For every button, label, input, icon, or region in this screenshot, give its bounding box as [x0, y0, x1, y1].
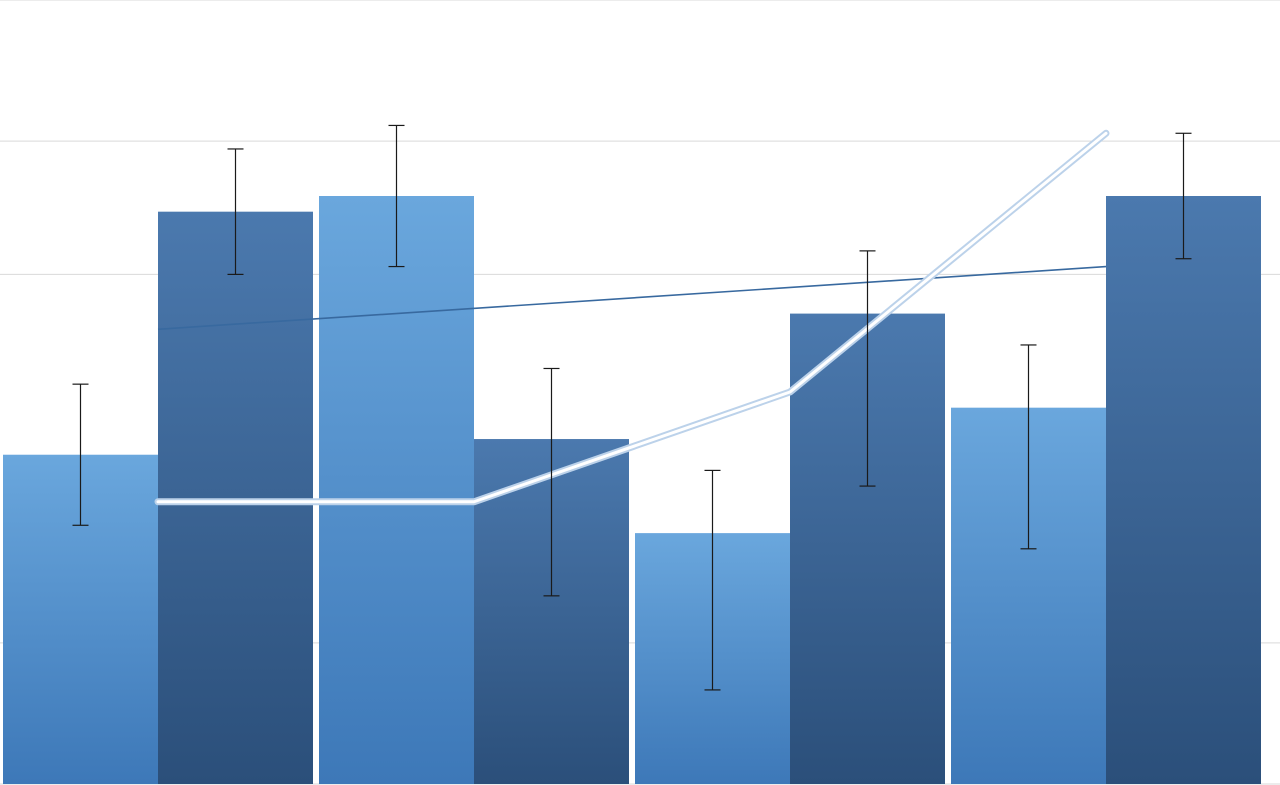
bar-series-b — [1106, 196, 1261, 784]
bars — [3, 196, 1261, 784]
bar-series-b — [158, 212, 313, 784]
chart-canvas — [0, 0, 1280, 785]
bar-series-a — [319, 196, 474, 784]
bar-line-chart — [0, 0, 1280, 785]
